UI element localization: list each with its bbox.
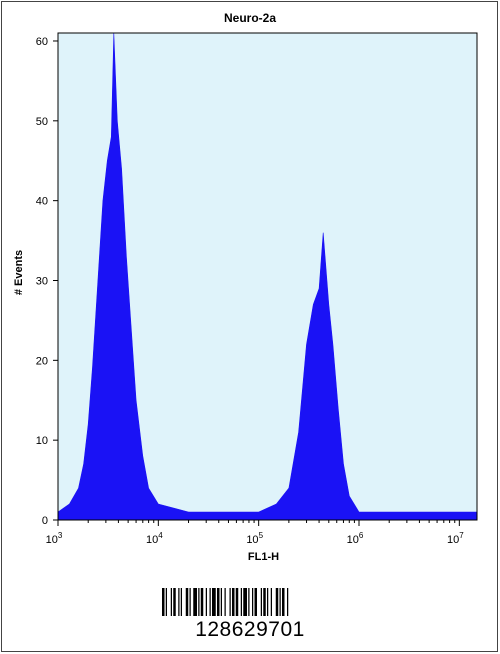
y-tick-label: 0 xyxy=(42,515,48,527)
x-tick-label: 107 xyxy=(447,531,464,546)
y-tick-label: 20 xyxy=(36,355,48,367)
barcode-number: 128629701 xyxy=(195,618,305,641)
barcode-image xyxy=(162,588,289,616)
chart-title: Neuro-2a xyxy=(223,11,276,25)
histogram-plot: 0 10 20 30 40 50 60 103 104 105 106 107 FL1-H # Event… xyxy=(13,32,478,563)
x-tick-label: 106 xyxy=(347,531,364,546)
x-tick-label: 103 xyxy=(46,531,63,546)
x-axis-label: FL1-H xyxy=(248,551,279,563)
y-axis-label: # Events xyxy=(13,250,25,295)
y-tick-label: 40 xyxy=(36,196,48,208)
y-tick-label: 60 xyxy=(36,36,48,48)
x-tick-label: 104 xyxy=(146,531,163,546)
y-tick-label: 30 xyxy=(36,275,48,287)
histogram-series xyxy=(57,32,478,521)
y-tick-label: 50 xyxy=(36,116,48,128)
x-tick-label: 105 xyxy=(246,531,263,546)
plot-border xyxy=(57,32,478,521)
y-tick-label: 10 xyxy=(36,435,48,447)
